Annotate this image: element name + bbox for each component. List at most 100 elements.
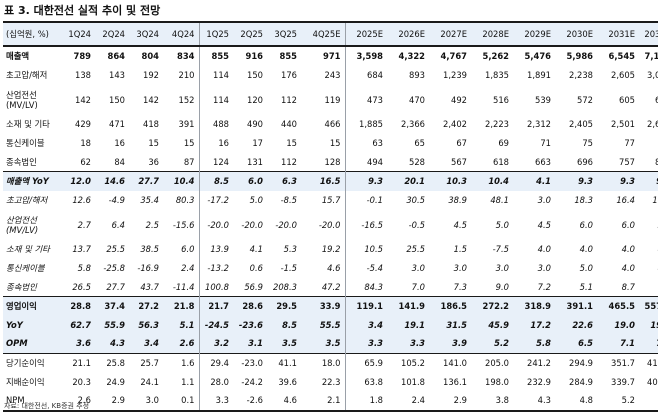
table-cell: 557.0 <box>639 295 658 316</box>
table-cell: 25.5 <box>406 244 425 255</box>
table-cell: 5.0 <box>249 194 263 205</box>
table-cell: 141.9 <box>387 295 429 316</box>
table-cell: 141.0 <box>429 352 471 373</box>
table-cell: 391 <box>163 115 200 134</box>
table-cell: -24.5 <box>199 315 233 335</box>
table-row: OPM 3.6 4.3 3.4 2.6 3.2 3.1 3.5 3.5 3.3 3.3 3.9 5.2 5… <box>3 334 658 354</box>
table-cell: 618 <box>493 156 509 167</box>
table-cell: 65 <box>414 138 425 149</box>
table-cell: 16 <box>114 138 125 149</box>
table-cell: 2.1 <box>301 390 346 412</box>
table-cell: 470 <box>409 94 425 105</box>
table-cell: 3.5 <box>301 334 346 354</box>
table-cell: 4.3 <box>95 334 129 354</box>
table-cell: 2,605 <box>611 69 635 80</box>
table-cell: 810 <box>655 156 658 167</box>
table-cell: 75 <box>582 138 593 149</box>
table-cell: 4.6 <box>267 390 301 412</box>
table-cell: 6.0 <box>233 170 267 191</box>
table-cell: 916 <box>245 51 263 62</box>
table-cell: 2,223 <box>485 119 509 130</box>
table-cell: 22.3 <box>301 372 346 391</box>
table-cell: 29.4 <box>199 352 233 373</box>
table-cell: 30.5 <box>406 194 425 205</box>
table-cell: -5.4 <box>366 263 383 274</box>
earnings-table: (십억원, %) 1Q24 2Q24 3Q24 4Q24 1Q25 2Q25 3Q25 4Q25… <box>3 21 658 412</box>
table-cell: 47.2 <box>301 277 346 297</box>
header-period: 4Q24 <box>163 21 200 47</box>
table-cell: 6,545 <box>608 51 636 62</box>
table-row: 소재 및 기타 13.7 25.5 38.5 6.0 13.9 4.1 5.3 19.2 10.5… <box>3 240 658 259</box>
table-cell: 5,476 <box>524 51 552 62</box>
table-row: 초고압/해저 12.6 -4.9 35.4 80.3 -17.2 5.0 -8.5 15.7 -0… <box>3 190 658 210</box>
table-cell: 572 <box>577 94 593 105</box>
table-cell: 15 <box>286 138 297 149</box>
table-cell: 5.1 <box>579 281 593 292</box>
table-cell: 62.7 <box>61 315 95 335</box>
table-cell: 893 <box>409 69 425 80</box>
table-cell: 0.6 <box>249 263 263 274</box>
row-label: 종속법인 <box>6 281 37 292</box>
table-cell: 284.9 <box>569 376 593 387</box>
table-cell: 2.4 <box>387 390 429 412</box>
table-cell: 232.9 <box>527 376 551 387</box>
header-period: 2Q24 <box>95 21 129 47</box>
table-cell: 855 <box>279 51 297 62</box>
table-cell: 3,059 <box>647 69 658 80</box>
row-label: 초고압/해저 <box>6 69 48 80</box>
table-cell: 10.3 <box>429 170 471 191</box>
table-row: 당기순이익 21.1 25.8 25.7 1.6 29.4 -23.0 41.1 18.0 65.… <box>3 352 658 373</box>
table-cell: 2.9 <box>95 390 129 412</box>
table-row: 통신케이블 18 16 15 15 16 17 15 15 63 65 67 69 71 75 77 81 <box>3 133 658 153</box>
table-cell: -7.5 <box>492 244 509 255</box>
table-cell: 112 <box>281 156 297 167</box>
table-cell: 418.3 <box>639 352 658 373</box>
table-cell: 2,366 <box>401 119 425 130</box>
row-label: 산업전선 (MV/LV) <box>6 89 38 110</box>
table-cell: 684 <box>367 69 383 80</box>
table-cell: 3.3 <box>199 390 233 412</box>
table-cell: 516 <box>493 94 509 105</box>
table-cell: 124 <box>213 156 229 167</box>
table-cell: 3.3 <box>387 334 429 354</box>
table-cell: 27.2 <box>129 295 163 316</box>
table-cell: 198.0 <box>485 376 509 387</box>
header-period: 2032E <box>639 21 658 47</box>
table-cell: 971 <box>301 46 346 66</box>
table-cell: 9.3 <box>345 170 387 191</box>
table-cell: 2.7 <box>77 219 91 230</box>
header-unit: (십억원, %) <box>3 21 61 47</box>
table-cell: 492 <box>451 94 467 105</box>
table-cell: 465.5 <box>597 295 639 316</box>
table-cell: 440 <box>281 119 297 130</box>
table-cell: 2.6 <box>61 390 95 412</box>
table-cell: 0.1 <box>163 390 200 412</box>
table-cell: 114 <box>213 94 229 105</box>
table-cell: -2.6 <box>233 390 267 412</box>
table-cell: 4.0 <box>537 244 551 255</box>
table-cell: 567 <box>451 156 467 167</box>
table-cell: 1,239 <box>443 69 467 80</box>
table-cell: 6.0 <box>163 240 200 259</box>
table-cell: 28.8 <box>61 295 95 316</box>
table-cell: 77 <box>624 138 635 149</box>
table-row: 매출액 YoY 12.0 14.6 27.7 10.4 8.5 6.0 6.3 16.5 9.3 2… <box>3 170 658 191</box>
table-cell: 10.4 <box>163 170 200 191</box>
table-cell: 294.9 <box>555 352 597 373</box>
table-cell: 37.4 <box>95 295 129 316</box>
table-cell: 391.1 <box>555 295 597 316</box>
table-cell: 804 <box>141 51 159 62</box>
table-cell: -20.0 <box>241 219 263 230</box>
table-cell: 17 <box>252 138 263 149</box>
table-cell: 5.3 <box>283 244 297 255</box>
row-label: YoY <box>3 315 61 335</box>
table-row: YoY 62.7 55.9 56.3 5.1 -24.5 -23.6 8.5 55.5 3.4 19… <box>3 315 658 335</box>
table-cell: 17.2 <box>513 315 555 335</box>
row-label: 종속법인 <box>6 156 37 167</box>
table-cell: 63 <box>372 138 383 149</box>
table-cell: 3.6 <box>61 334 95 354</box>
table-cell: -1.5 <box>280 263 297 274</box>
table-cell: 5,986 <box>566 51 594 62</box>
table-cell: 351.7 <box>597 352 639 373</box>
table-cell: 13.9 <box>210 244 229 255</box>
